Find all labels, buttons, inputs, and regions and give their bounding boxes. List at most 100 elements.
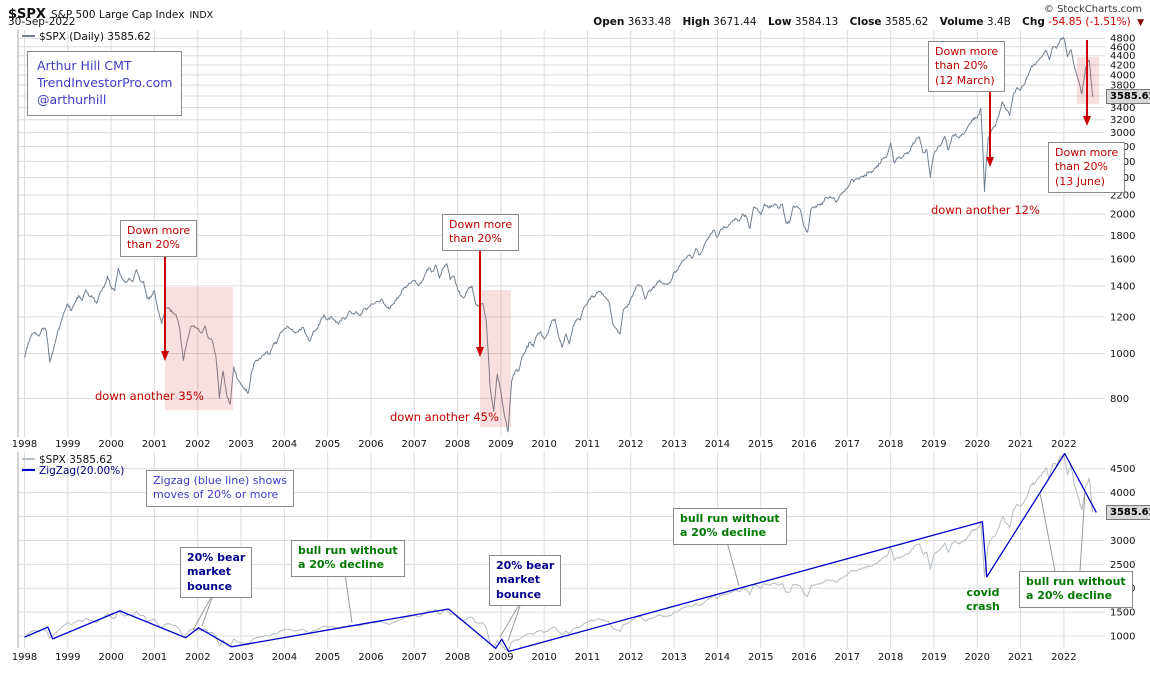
svg-text:4800: 4800 [1110, 34, 1135, 45]
price-chart-panel: 8001000120014001600180020002200240026002… [12, 30, 1135, 450]
bottom-legend-zigzag-label: ZigZag(20.00%) [39, 465, 125, 477]
svg-text:2012: 2012 [618, 652, 643, 663]
bull-run-2014-box: bull run without a 20% decline [673, 508, 787, 545]
close-value: 3585.62 [884, 16, 929, 28]
svg-text:2018: 2018 [878, 439, 903, 450]
down-more-2008-box: Down more than 20% [442, 214, 520, 251]
copyright: © StockCharts.com [1043, 4, 1142, 15]
chart-annotations-overlay [161, 40, 1099, 427]
close-label: Close [849, 16, 882, 28]
svg-text:1998: 1998 [12, 439, 37, 450]
chart-header: $SPX S&P 500 Large Cap Index INDX © StockC… [8, 3, 1142, 22]
svg-text:2200: 2200 [1110, 191, 1135, 202]
svg-text:2007: 2007 [402, 439, 427, 450]
covid-crash-caption: covid crash [966, 586, 1000, 614]
svg-text:2004: 2004 [272, 439, 297, 450]
svg-text:2015: 2015 [748, 439, 773, 450]
svg-text:2002: 2002 [185, 652, 210, 663]
svg-text:1000: 1000 [1110, 349, 1135, 360]
volume-value: 3.4B [986, 16, 1011, 28]
svg-text:1200: 1200 [1110, 312, 1135, 323]
svg-text:2001: 2001 [142, 439, 167, 450]
down-another-12-caption: down another 12% [931, 203, 1040, 217]
bear-shading-2001 [165, 287, 233, 410]
svg-text:4200: 4200 [1110, 61, 1135, 72]
svg-text:2011: 2011 [575, 652, 600, 663]
low-label: Low [767, 16, 792, 28]
svg-text:800: 800 [1110, 394, 1129, 405]
svg-text:2003: 2003 [228, 652, 253, 663]
svg-text:2020: 2020 [965, 652, 990, 663]
bull-run-2003-box: bull run without a 20% decline [291, 540, 405, 577]
svg-text:2014: 2014 [705, 439, 730, 450]
svg-text:3000: 3000 [1110, 128, 1135, 139]
svg-text:2012: 2012 [618, 439, 643, 450]
svg-text:2010: 2010 [531, 652, 556, 663]
bottom-legend-spx-label: $SPX 3585.62 [39, 454, 113, 466]
bottom-legend-spx: $SPX 3585.62 [22, 454, 113, 466]
svg-text:1999: 1999 [55, 439, 80, 450]
down-more-2022-box: Down more than 20% (13 June) [1048, 142, 1126, 193]
top-legend: $SPX (Daily) 3585.62 [22, 31, 151, 43]
bear-shading-2008 [480, 290, 511, 427]
spx-line-swatch [22, 35, 35, 37]
open-value: 3633.48 [627, 16, 672, 28]
annotation-pointer-lines [192, 491, 1086, 642]
svg-text:2022: 2022 [1051, 439, 1076, 450]
bear-bounce-2002-box: 20% bear market bounce [180, 547, 253, 598]
svg-text:2008: 2008 [445, 439, 470, 450]
svg-text:2022: 2022 [1051, 652, 1076, 663]
down-arrow-2020-icon [986, 92, 994, 167]
svg-text:2007: 2007 [402, 652, 427, 663]
bear-bounce-2009-box: 20% bear market bounce [489, 555, 562, 606]
svg-text:2001: 2001 [142, 652, 167, 663]
chart-date: 30-Sep-2022 [8, 16, 76, 28]
svg-text:2021: 2021 [1008, 652, 1033, 663]
svg-text:1400: 1400 [1110, 281, 1135, 292]
svg-text:2005: 2005 [315, 439, 340, 450]
svg-text:1000: 1000 [1110, 632, 1135, 643]
top-legend-label: $SPX (Daily) 3585.62 [39, 31, 151, 43]
bottom-legend-zigzag: ZigZag(20.00%) [22, 465, 124, 477]
svg-text:2018: 2018 [878, 652, 903, 663]
down-arrow-2001-icon [161, 254, 169, 361]
svg-text:3800: 3800 [1110, 81, 1135, 92]
symbol: $SPX [8, 7, 46, 22]
down-arrow-2008-icon [476, 248, 484, 357]
svg-text:2019: 2019 [921, 652, 946, 663]
svg-text:4400: 4400 [1110, 51, 1135, 62]
svg-text:1600: 1600 [1110, 255, 1135, 266]
svg-text:4000: 4000 [1110, 488, 1135, 499]
low-value: 3584.13 [794, 16, 839, 28]
svg-text:2019: 2019 [921, 439, 946, 450]
svg-text:1800: 1800 [1110, 231, 1135, 242]
svg-text:2009: 2009 [488, 652, 513, 663]
svg-text:2016: 2016 [791, 439, 816, 450]
svg-text:2011: 2011 [575, 439, 600, 450]
svg-text:1999: 1999 [55, 652, 80, 663]
zigzag-line-swatch [22, 469, 35, 471]
svg-text:2005: 2005 [315, 652, 340, 663]
top-last-price-label: 3585.62 [1106, 89, 1150, 104]
down-more-2001-box: Down more than 20% [120, 220, 198, 257]
chg-label: Chg [1022, 16, 1045, 28]
svg-text:2004: 2004 [272, 652, 297, 663]
down-another-35-caption: down another 35% [95, 389, 204, 403]
svg-text:2008: 2008 [445, 652, 470, 663]
svg-text:2017: 2017 [835, 652, 860, 663]
svg-text:2000: 2000 [98, 652, 123, 663]
svg-text:4000: 4000 [1110, 70, 1135, 81]
down-arrow-2022-icon [1083, 40, 1091, 126]
svg-text:2009: 2009 [488, 439, 513, 450]
svg-text:2002: 2002 [185, 439, 210, 450]
chg-value: -54.85 (-1.51%) [1048, 16, 1131, 28]
svg-text:2013: 2013 [661, 439, 686, 450]
svg-text:2006: 2006 [358, 652, 383, 663]
svg-text:3200: 3200 [1110, 115, 1135, 126]
svg-text:2016: 2016 [791, 652, 816, 663]
zigzag-note-box: Zigzag (blue line) shows moves of 20% or… [146, 470, 294, 507]
quote-row: 30-Sep-2022 Open 3633.48 High 3671.44 Lo… [8, 16, 1144, 29]
svg-text:4500: 4500 [1110, 464, 1135, 475]
quote-summary: Open 3633.48 High 3671.44 Low 3584.13 Cl… [585, 16, 1144, 28]
